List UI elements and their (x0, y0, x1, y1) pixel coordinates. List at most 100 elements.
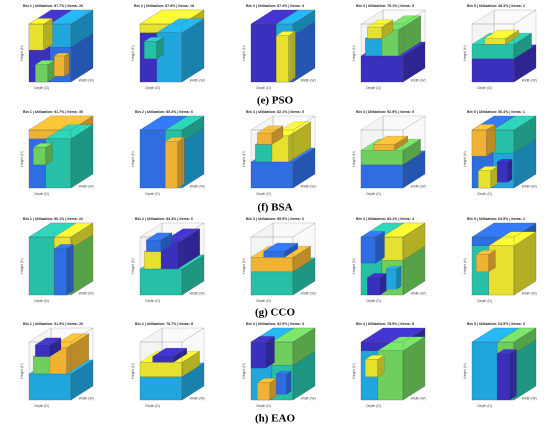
bin-edge (513, 9, 537, 25)
item-box (471, 58, 515, 83)
axis-label: Depth (D) (256, 86, 271, 90)
caption: (f) BSA (257, 202, 292, 214)
axis-label: Width (W) (522, 185, 537, 189)
item-box (156, 18, 205, 33)
item-box (35, 344, 51, 357)
axis-label: Width (W) (411, 79, 426, 83)
axis-label: Width (W) (79, 79, 94, 83)
item-box (507, 158, 513, 183)
bin-title: Bin 1 | Utilization: 91.9% | Items: 26 (23, 322, 83, 326)
item-box (275, 370, 292, 375)
item-box (476, 254, 489, 272)
axis-label: Depth (D) (34, 299, 49, 303)
axis-label: Height (H) (131, 363, 135, 378)
item-box (250, 257, 294, 272)
item-box (139, 362, 183, 377)
item-box (35, 64, 49, 83)
item-box (286, 370, 292, 395)
axis-label: Depth (D) (145, 192, 160, 196)
axis-label: Height (H) (463, 363, 467, 378)
bin-edge (513, 327, 537, 343)
item-box (45, 124, 94, 139)
item-box (263, 251, 285, 258)
caption: (e) PSO (257, 95, 294, 107)
item-box (497, 161, 508, 183)
bin-title: Bin 4 | Utilization: 92.5% | Items: 5 (356, 110, 414, 114)
axis-label: Depth (D) (366, 86, 381, 90)
axis-label: Depth (D) (477, 299, 492, 303)
item-box (144, 41, 157, 59)
item-box (152, 356, 174, 363)
bin-panel: Bin 2 | Utilization: 83.3% | Items: 6 Hei… (131, 217, 205, 303)
item-box (49, 23, 72, 48)
item-box (28, 236, 55, 296)
item-box (381, 236, 404, 261)
item-box (367, 277, 381, 296)
bin-title: Bin 5 | Utilization: 48.3% | Items: 2 (467, 4, 525, 8)
item-box (250, 161, 294, 189)
item-box (385, 265, 402, 270)
item-box (143, 37, 164, 42)
bin-edge (181, 222, 205, 238)
bin-title: Bin 3 | Utilization: 82.1% | Items: 5 (246, 110, 304, 114)
bin-edge (402, 327, 426, 343)
item-box (275, 31, 296, 36)
caption: (h) EAO (255, 413, 295, 425)
item-box (488, 231, 537, 246)
bin-title: Bin 3 | Utilization: 87.4% | Items: 4 (246, 4, 304, 8)
item-box (471, 44, 515, 59)
axis-label: Depth (D) (145, 299, 160, 303)
axis-label: Height (H) (131, 258, 135, 273)
axis-label: Height (H) (242, 258, 246, 273)
bin-edge (70, 9, 94, 25)
axis-label: Depth (D) (477, 192, 492, 196)
axis-label: Height (H) (352, 363, 356, 378)
bin-panel: Bin 5 | Utilization: 48.3% | Items: 2 Hei… (463, 4, 537, 90)
bin-title: Bin 1 | Utilization: 87.7% | Items: 20 (23, 4, 83, 8)
bin-panel: Bin 5 | Utilization: 64.5% | Items: 2 Hei… (463, 217, 537, 303)
item-box (366, 19, 394, 28)
axis-label: Depth (D) (34, 192, 49, 196)
item-box (144, 251, 164, 270)
bin-edge (70, 327, 94, 343)
axis-label: Height (H) (463, 45, 467, 60)
item-box (146, 239, 162, 252)
bin-title: Bin 4 | Utilization: 75.1% | Items: 5 (356, 4, 414, 8)
item-box (509, 349, 517, 401)
axis-label: Height (H) (242, 363, 246, 378)
axis-label: Depth (D) (145, 86, 160, 90)
axis-label: Height (H) (463, 258, 467, 273)
axis-label: Height (H) (242, 45, 246, 60)
item-box (478, 170, 492, 189)
bin-title: Bin 5 | Utilization: 64.5% | Items: 2 (467, 217, 525, 221)
axis-label: Height (H) (20, 151, 24, 166)
bin-panel: Bin 4 | Utilization: 78.5% | Items: 8 Hei… (352, 322, 426, 408)
item-box (145, 232, 173, 241)
item-box (367, 26, 383, 39)
bin-panel: Bin 2 | Utilization: 78.7% | Items: 8 Hei… (131, 322, 205, 408)
item-box (377, 336, 426, 351)
item-box (139, 129, 166, 189)
bin-panel: Bin 3 | Utilization: 87.4% | Items: 4 Hei… (242, 4, 316, 90)
bin-panel: Bin 5 | Utilization: 56.4% | Items: 1 Hei… (463, 110, 537, 196)
bin-title: Bin 2 | Utilization: 85.3% | Items: 6 (135, 110, 193, 114)
item-box (33, 356, 53, 375)
bin-edge (402, 222, 426, 238)
item-box (365, 38, 385, 57)
bin-title: Bin 1 | Utilization: 90.1% | Items: 22 (23, 217, 83, 221)
axis-label: Width (W) (301, 397, 316, 401)
item-box (276, 373, 287, 395)
axis-label: Width (W) (79, 397, 94, 401)
item-box (66, 244, 74, 296)
bin-edge (402, 9, 426, 25)
axis-label: Width (W) (301, 292, 316, 296)
bin-edge (70, 222, 94, 238)
axis-label: Height (H) (20, 363, 24, 378)
axis-label: Height (H) (352, 151, 356, 166)
item-box (139, 376, 183, 401)
item-box (32, 143, 53, 148)
axis-label: Depth (D) (256, 192, 271, 196)
bin-panel: Bin 1 | Utilization: 90.1% | Items: 22 He… (20, 217, 94, 303)
item-box (276, 35, 289, 83)
